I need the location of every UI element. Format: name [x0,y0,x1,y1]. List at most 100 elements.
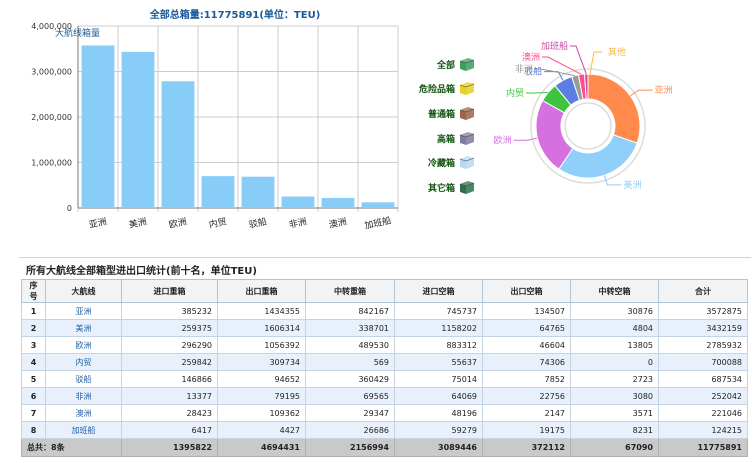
legend-item[interactable]: 其它箱 [380,175,475,200]
bar[interactable] [121,51,155,209]
container-type-legend: 全部 危险品箱 普通箱高箱冷藏箱其它箱 [380,52,475,200]
pie-slice[interactable] [584,73,589,100]
table-row: 1 亚洲 385232 1434355 842167 745737 134507 30876 3… [21,302,748,320]
route-link[interactable]: 亚洲 [45,302,122,320]
table-cell: 55637 [394,353,483,371]
general-container-icon [459,106,475,120]
table-cell: 6417 [121,421,218,439]
table-cell: 385232 [121,302,218,320]
legend-item[interactable]: 普通箱 [380,101,475,126]
route-link[interactable]: 内贸 [45,353,122,371]
table-cell: 569 [305,353,395,371]
column-header[interactable]: 进口重箱 [121,279,218,303]
pie-label: 内贸 [506,87,524,99]
total-cell: 1395822 [121,438,218,457]
table-cell: 7 [21,404,46,422]
y-tick-label: 4,000,000 [31,22,72,31]
pie-label: 加班船 [541,40,568,52]
pie-label: 澳洲 [522,51,540,63]
total-cell: 67090 [570,438,659,457]
x-tick-label: 驳船 [248,215,268,230]
total-count: 总共：8条 [21,438,122,457]
table-cell: 79195 [217,387,306,405]
total-cell: 372112 [482,438,571,457]
route-link[interactable]: 欧洲 [45,336,122,354]
table-cell: 309734 [217,353,306,371]
table-cell: 3571 [570,404,659,422]
table-row: 5 驳船 146866 94652 360429 75014 7852 2723 687534 [21,370,748,388]
legend-item[interactable]: 冷藏箱 [380,150,475,175]
table-cell: 1606314 [217,319,306,337]
table-cell: 3432159 [658,319,748,337]
pie-label: 非洲 [515,63,533,75]
bar[interactable] [201,176,235,208]
table-cell: 3 [21,336,46,354]
x-tick-label: 内贸 [208,215,228,230]
table-cell: 26686 [305,421,395,439]
table-cell: 64069 [394,387,483,405]
table-cell: 338701 [305,319,395,337]
column-header[interactable]: 中转空箱 [570,279,659,303]
table-cell: 2147 [482,404,571,422]
total-cell: 4694431 [217,438,306,457]
pie-slice[interactable] [587,73,641,144]
column-header[interactable]: 合计 [658,279,748,303]
table-cell: 59279 [394,421,483,439]
table-cell: 8 [21,421,46,439]
route-link[interactable]: 非洲 [45,387,122,405]
column-header[interactable]: 大航线 [45,279,122,303]
total-cell: 3089446 [394,438,483,457]
route-link[interactable]: 加班船 [45,421,122,439]
bar[interactable] [241,176,275,208]
table-cell: 109362 [217,404,306,422]
column-header[interactable]: 出口重箱 [217,279,306,303]
table-cell: 745737 [394,302,483,320]
table-row: 6 非洲 13377 79195 69565 64069 22756 3080 252042 [21,387,748,405]
column-header[interactable]: 序号 [21,279,46,303]
table-row: 7 澳洲 28423 109362 29347 48196 2147 3571 221046 [21,404,748,422]
table-cell: 13805 [570,336,659,354]
legend-label: 高箱 [436,134,455,145]
legend-item[interactable]: 危险品箱 [380,77,475,102]
donut-outer-ring [530,68,646,184]
legend-item[interactable]: 全部 [380,52,475,77]
route-link[interactable]: 美洲 [45,319,122,337]
table-cell: 1 [21,302,46,320]
route-link[interactable]: 澳洲 [45,404,122,422]
pie-label: 其他 [608,46,626,58]
bar[interactable] [161,81,195,208]
column-header[interactable]: 进口空箱 [394,279,483,303]
table-cell: 29347 [305,404,395,422]
total-cell: 2156994 [305,438,395,457]
table-cell: 2723 [570,370,659,388]
table-header-row: 序号 大航线 进口重箱 出口重箱 中转重箱 进口空箱 出口空箱 中转空箱 合计 [21,279,748,303]
table-cell: 28423 [121,404,218,422]
column-header[interactable]: 中转重箱 [305,279,395,303]
table-cell: 3080 [570,387,659,405]
table-cell: 2 [21,319,46,337]
table-cell: 146866 [121,370,218,388]
legend-item[interactable]: 高箱 [380,126,475,151]
bar-chart: 大航线箱量01,000,0002,000,0003,000,0004,000,0… [31,22,399,232]
table-cell: 5 [21,370,46,388]
table-cell: 69565 [305,387,395,405]
total-cell: 11775891 [658,438,748,457]
bar[interactable] [361,202,395,208]
bar[interactable] [281,196,315,208]
table-cell: 13377 [121,387,218,405]
x-tick-label: 加班船 [363,214,392,231]
table-cell: 2785932 [658,336,748,354]
legend-label: 其它箱 [427,183,455,194]
table-cell: 64765 [482,319,571,337]
table-cell: 687534 [658,370,748,388]
x-tick-label: 亚洲 [88,216,108,231]
table-cell: 48196 [394,404,483,422]
table-row: 8 加班船 6417 4427 26686 59279 19175 8231 124215 [21,421,748,439]
bar[interactable] [81,45,115,208]
table-cell: 22756 [482,387,571,405]
table-cell: 124215 [658,421,748,439]
table-row: 3 欧洲 296290 1056392 489530 883312 46604 13805 27… [21,336,748,354]
column-header[interactable]: 出口空箱 [482,279,571,303]
bar[interactable] [321,197,355,208]
route-link[interactable]: 驳船 [45,370,122,388]
